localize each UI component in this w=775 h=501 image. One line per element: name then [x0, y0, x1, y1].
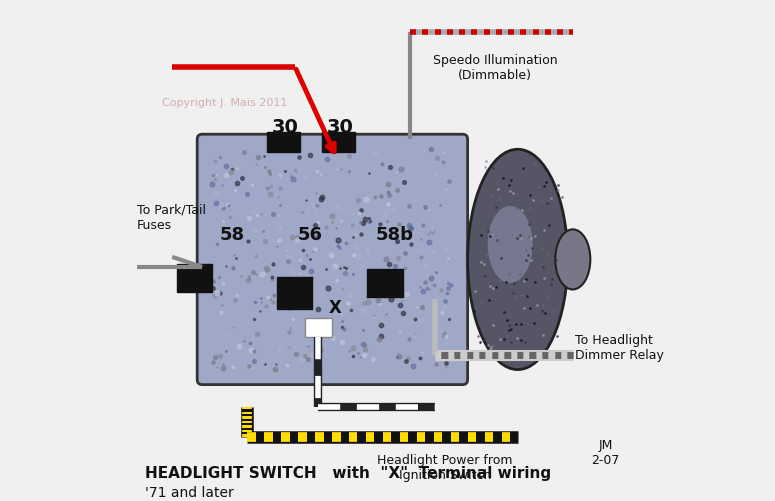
Text: HEADLIGHT SWITCH   with  "X"  Terminal wiring: HEADLIGHT SWITCH with "X" Terminal wirin… [145, 465, 551, 480]
Bar [177, 265, 212, 293]
Bar [277, 278, 312, 310]
Text: Headlight Power from
Ignition Switch: Headlight Power from Ignition Switch [377, 453, 513, 481]
Text: Speedo Illumination
(Dimmable): Speedo Illumination (Dimmable) [433, 54, 557, 82]
Text: JM
2-07: JM 2-07 [591, 438, 619, 466]
Text: 30: 30 [326, 118, 353, 137]
Text: 58: 58 [219, 226, 245, 244]
Ellipse shape [487, 206, 532, 284]
Text: 58b: 58b [376, 226, 414, 244]
Ellipse shape [555, 230, 591, 290]
Bar [305, 318, 332, 337]
Text: 56: 56 [298, 226, 322, 244]
Ellipse shape [467, 150, 568, 370]
Text: 30: 30 [271, 118, 298, 137]
Text: To Park/Tail
Fuses: To Park/Tail Fuses [137, 203, 206, 231]
Bar [322, 132, 355, 152]
Text: To Headlight
Dimmer Relay: To Headlight Dimmer Relay [575, 333, 664, 361]
Text: X: X [329, 299, 341, 316]
Text: Copyright J. Mais 2011: Copyright J. Mais 2011 [162, 98, 288, 107]
Bar [367, 270, 402, 298]
Bar [267, 132, 300, 152]
FancyBboxPatch shape [197, 135, 467, 385]
Text: '71 and later: '71 and later [145, 485, 233, 499]
